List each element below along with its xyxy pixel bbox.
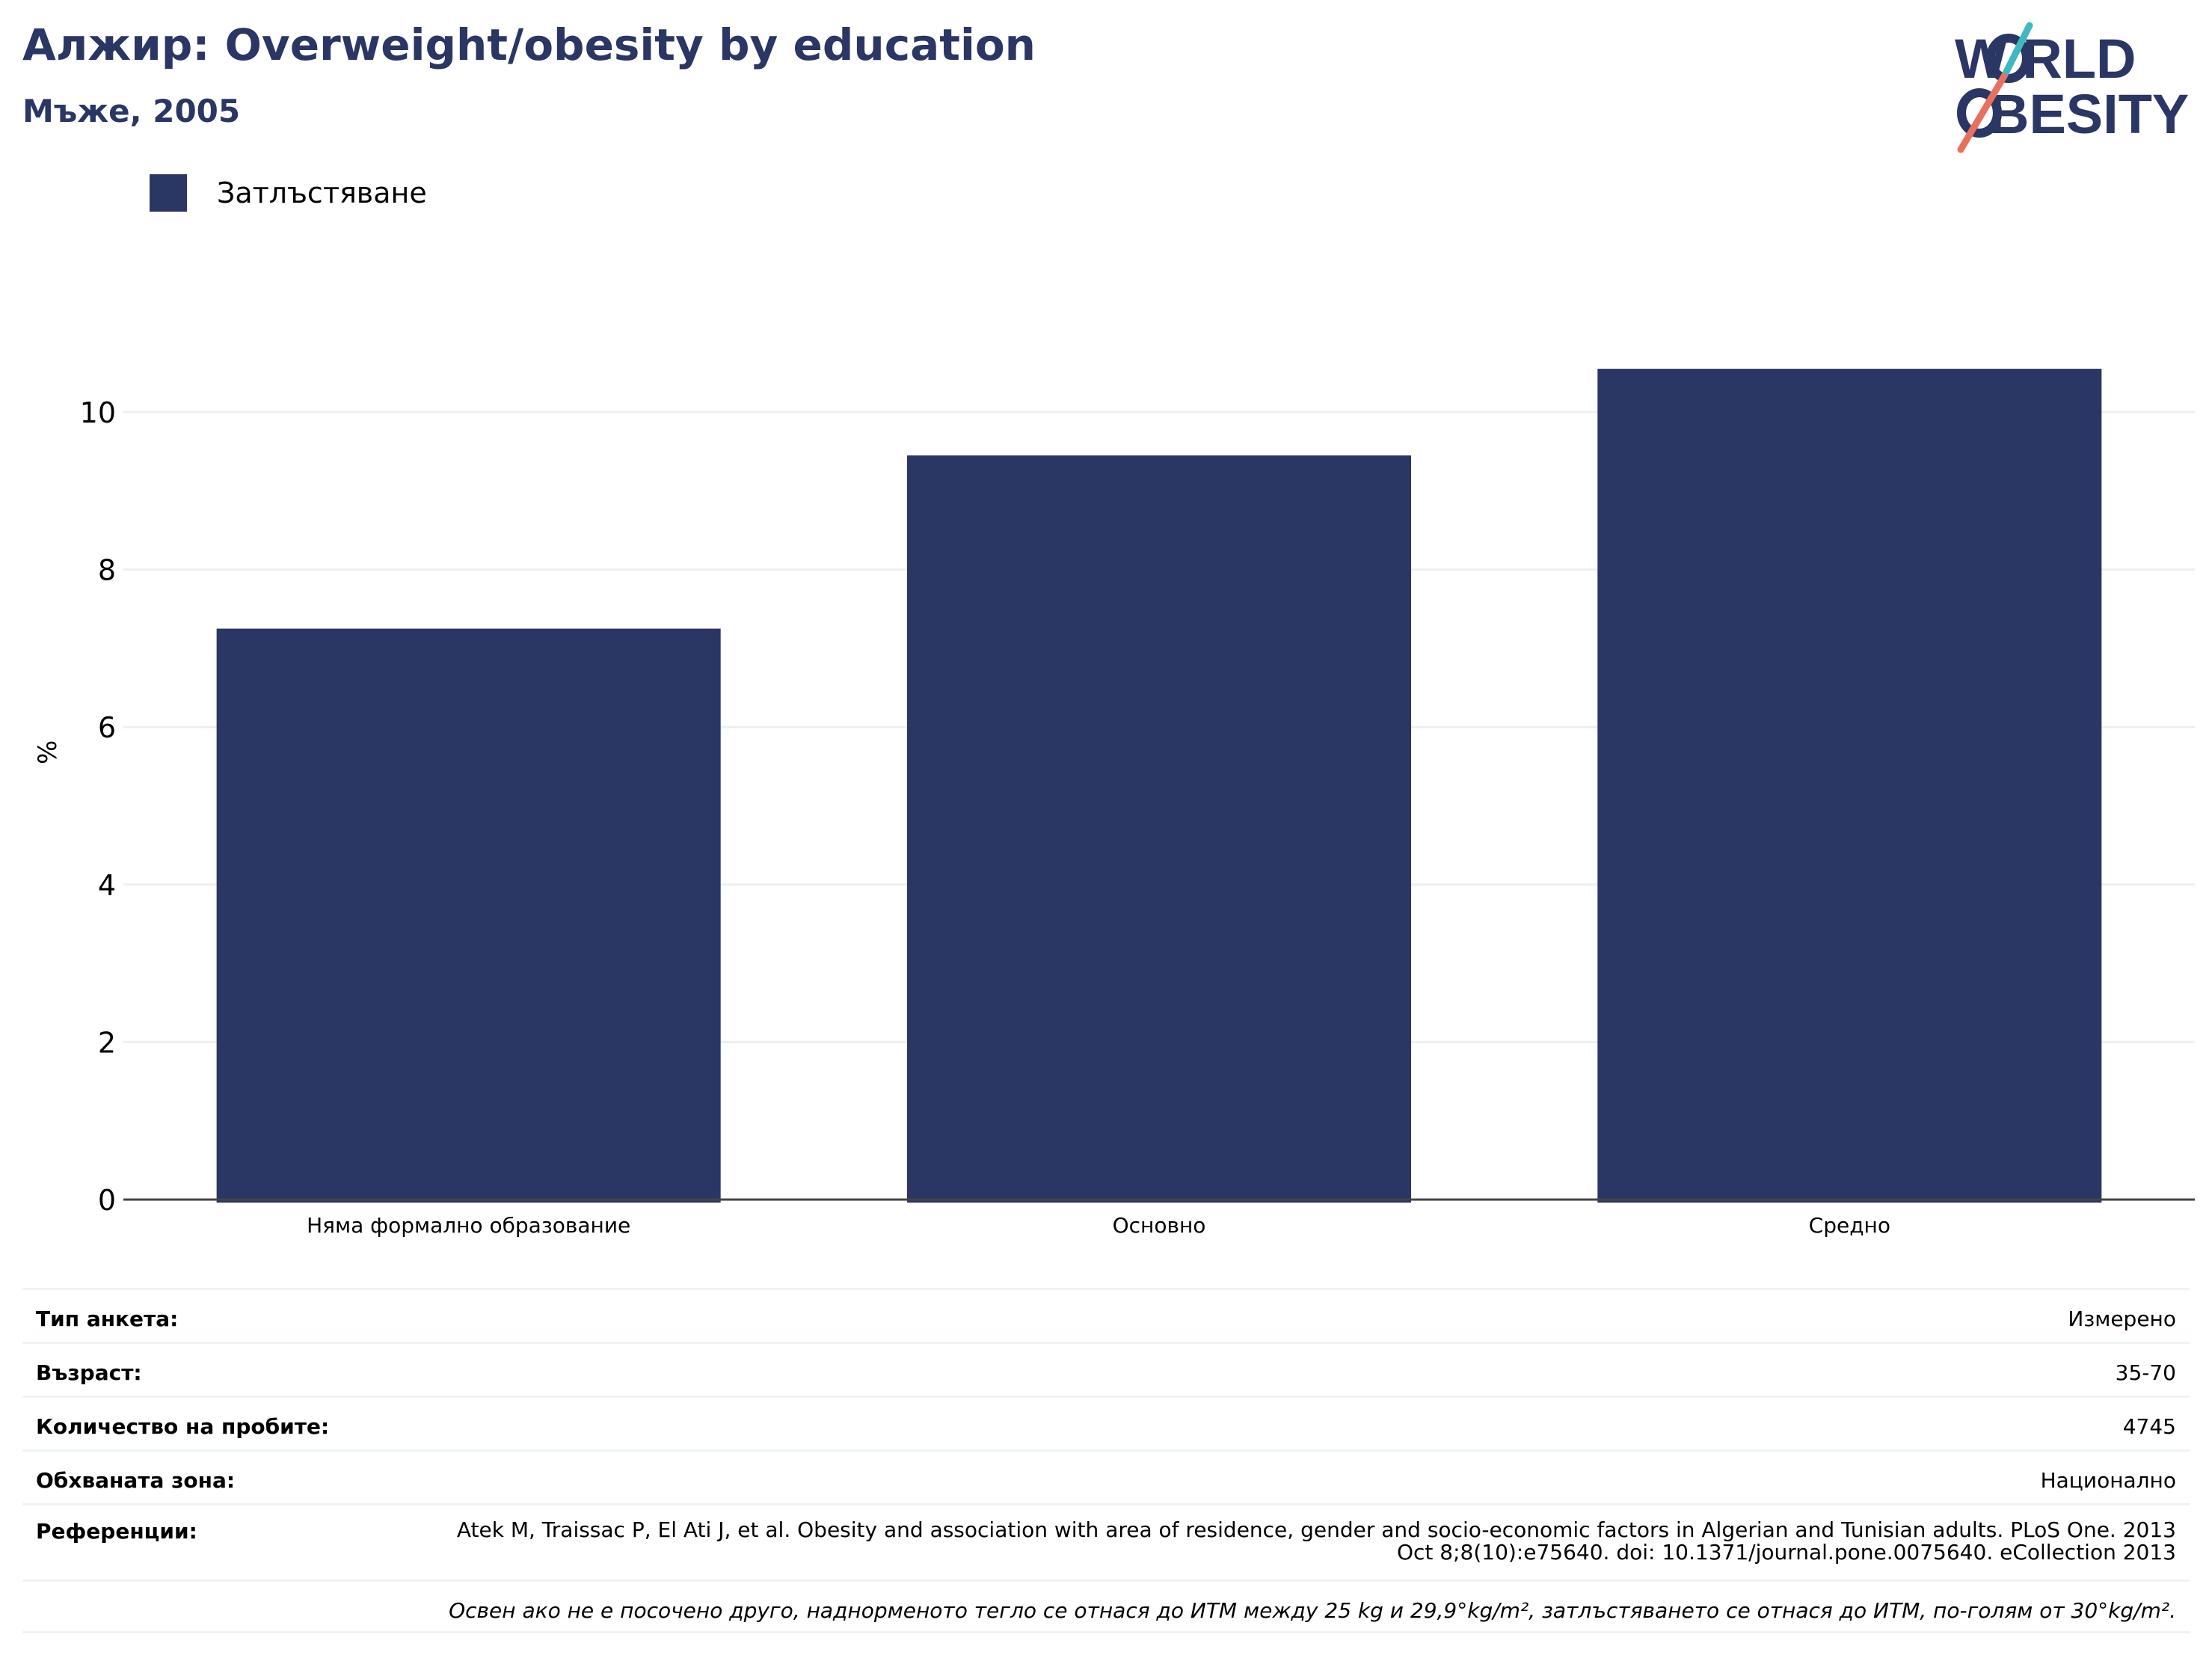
meta-row-survey-type: Тип анкета: Измерено bbox=[22, 1288, 2190, 1342]
bar bbox=[216, 628, 721, 1203]
meta-row-sample-size: Количество на пробите: 4745 bbox=[22, 1396, 2190, 1449]
meta-value: Национално bbox=[2040, 1468, 2176, 1493]
y-tick-label: 4 bbox=[98, 869, 116, 902]
meta-row-age: Възраст: 35-70 bbox=[22, 1342, 2190, 1396]
chart-legend[interactable]: Затлъстяване bbox=[150, 174, 427, 212]
logo-slash-teal bbox=[2000, 22, 2033, 80]
meta-value: Измерено bbox=[2068, 1307, 2176, 1331]
y-tick-label: 8 bbox=[98, 554, 116, 587]
y-axis-label: % bbox=[33, 740, 63, 764]
y-tick-label: 10 bbox=[80, 396, 116, 429]
meta-label: Количество на пробите: bbox=[36, 1414, 330, 1439]
legend-swatch-obesity bbox=[150, 174, 187, 212]
bar-chart: 0 2 4 6 8 10 Няма формално образование Основно С… bbox=[80, 369, 2195, 1238]
logo-text-bottom: BESITY bbox=[1989, 83, 2189, 145]
definition-note: Освен ако не е посочено друго, наднормен… bbox=[449, 1598, 2176, 1623]
meta-label: Тип анкета: bbox=[36, 1307, 179, 1331]
meta-row-references: Референции: Atek M, Traissac P, El Ati J… bbox=[22, 1503, 2190, 1580]
y-tick-label: 6 bbox=[98, 711, 116, 744]
meta-label: Референции: bbox=[36, 1519, 197, 1544]
bar bbox=[1597, 369, 2102, 1203]
x-tick-label: Основно bbox=[1113, 1213, 1206, 1238]
world-obesity-logo: W RLD BESITY bbox=[1955, 22, 2189, 153]
meta-value: 35-70 bbox=[2115, 1360, 2176, 1385]
survey-metadata-table: Тип анкета: Измерено Възраст: 35-70 Коли… bbox=[22, 1288, 2190, 1633]
meta-value: 4745 bbox=[2122, 1414, 2176, 1439]
x-tick-label: Средно bbox=[1809, 1213, 1890, 1238]
meta-row-area: Обхваната зона: Национално bbox=[22, 1449, 2190, 1503]
logo-o-bottom bbox=[1957, 88, 2002, 138]
chart-title: Алжир: Overweight/obesity by education bbox=[22, 19, 1036, 70]
y-tick-label: 0 bbox=[98, 1184, 116, 1217]
meta-row-note: Освен ако не е посочено друго, наднормен… bbox=[22, 1580, 2190, 1633]
bar bbox=[906, 455, 1412, 1203]
x-tick-label: Няма формално образование bbox=[307, 1213, 630, 1238]
chart-subtitle: Мъже, 2005 bbox=[22, 93, 241, 129]
logo-o-top bbox=[1986, 34, 2031, 83]
meta-label: Възраст: bbox=[36, 1360, 142, 1385]
logo-slash-coral bbox=[1957, 73, 2008, 153]
legend-label-obesity: Затлъстяване bbox=[217, 176, 427, 209]
meta-value: Atek M, Traissac P, El Ati J, et al. Obe… bbox=[456, 1517, 2176, 1565]
y-tick-label: 2 bbox=[98, 1026, 116, 1059]
logo-text-top: W RLD bbox=[1955, 28, 2136, 90]
meta-label: Обхваната зона: bbox=[36, 1468, 236, 1493]
